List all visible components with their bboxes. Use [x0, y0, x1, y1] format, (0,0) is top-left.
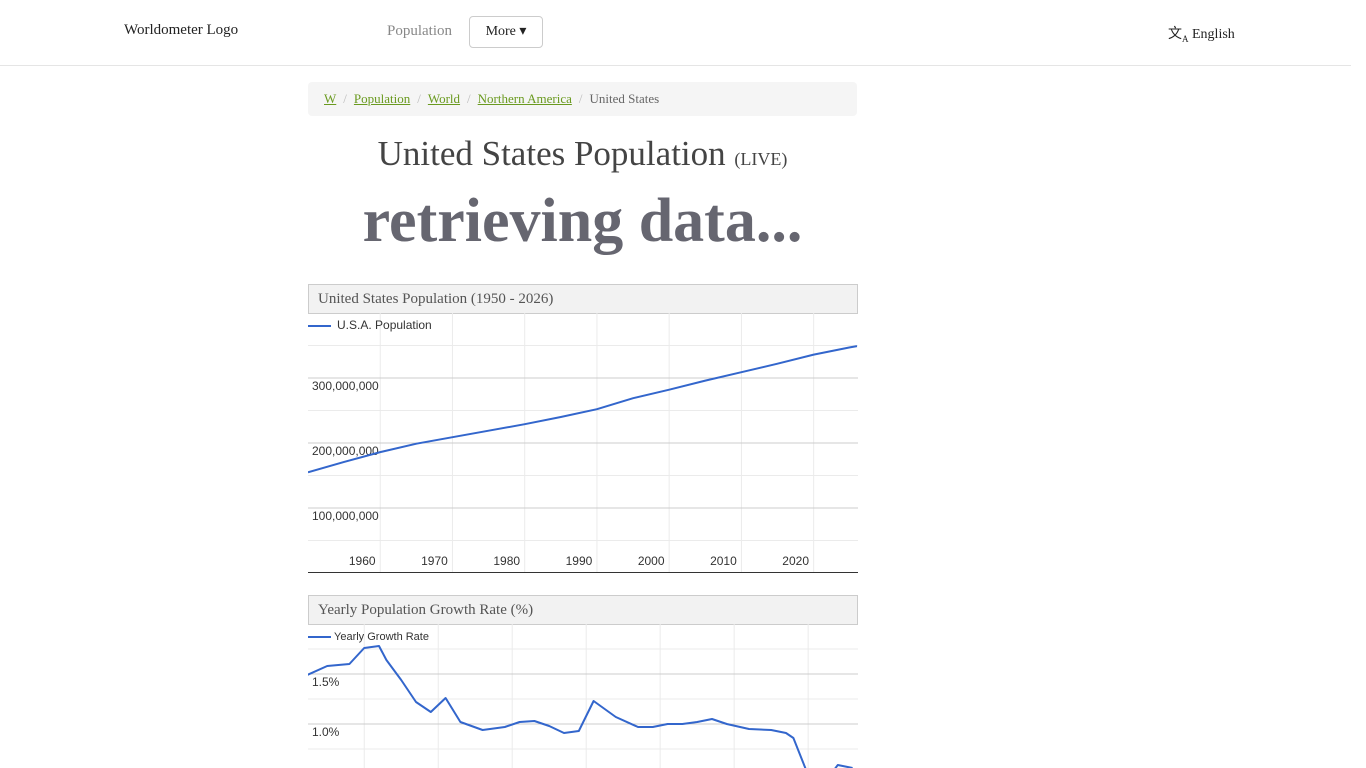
legend-label: Yearly Growth Rate — [334, 631, 429, 643]
chart: 1960 1970 1980 1990 2000 2010 2020 100,000,000 2… — [308, 313, 858, 573]
title-text: United States Population — [377, 134, 726, 173]
breadcrumb-current: United States — [589, 91, 660, 106]
y-tick-label: 200,000,000 — [312, 444, 379, 458]
data-line — [308, 345, 858, 474]
chart-header: Yearly Population Growth Rate (%) — [308, 595, 858, 625]
breadcrumb-link[interactable]: W — [324, 91, 337, 106]
logo[interactable]: Worldometer Logo — [124, 22, 239, 38]
breadcrumb-link[interactable]: Northern America — [477, 91, 572, 106]
page-title: United States Population (LIVE) — [308, 134, 857, 174]
data-line — [308, 645, 853, 768]
y-tick-label: 1.5% — [312, 675, 340, 689]
language-label[interactable]: English — [1192, 27, 1235, 42]
x-tick-label: 1980 — [493, 554, 520, 568]
x-tick-label: 1990 — [566, 554, 593, 568]
title-suffix: (LIVE) — [734, 149, 788, 169]
x-tick-label: 1960 — [349, 554, 376, 568]
x-tick-label: 1970 — [421, 554, 448, 568]
header: Worldometer Logo Population More ▾ 文A En… — [0, 0, 1351, 66]
y-tick-label: 1.0% — [312, 725, 340, 739]
breadcrumb-link[interactable]: World — [427, 91, 461, 106]
x-tick-label: 2000 — [638, 554, 665, 568]
breadcrumb-link[interactable]: Population — [353, 91, 411, 106]
x-tick-label: 2010 — [710, 554, 737, 568]
live-counter: retrieving data... — [362, 187, 803, 255]
more-button[interactable]: More ▾ — [469, 16, 543, 48]
language-selector[interactable]: 文A English — [1168, 27, 1235, 44]
legend-label: U.S.A. Population — [337, 318, 432, 332]
y-tick-label: 300,000,000 — [312, 379, 379, 393]
breadcrumb: W / Population / World / Northern America / Unit… — [308, 82, 857, 116]
chart-title: Yearly Population Growth Rate (%) — [318, 602, 534, 618]
chart: 1.0% 1.5% Yearly Growth Rate — [308, 624, 858, 768]
y-tick-label: 100,000,000 — [312, 509, 379, 523]
x-tick-label: 2020 — [782, 554, 809, 568]
chart-header: United States Population (1950 - 2026) — [308, 284, 858, 314]
nav-link[interactable]: Population — [387, 23, 453, 39]
more-label[interactable]: More — [485, 24, 516, 39]
chart-title: United States Population (1950 - 2026) — [318, 291, 554, 307]
